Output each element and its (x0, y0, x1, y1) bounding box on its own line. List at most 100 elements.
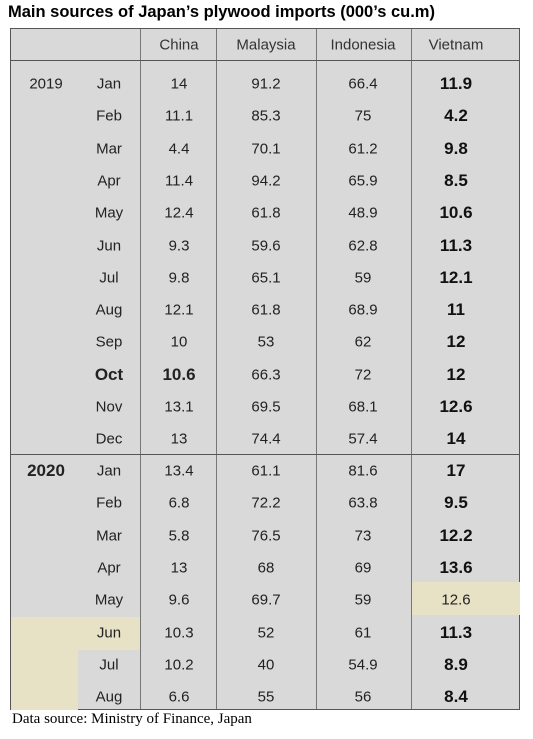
table-cell: 54.9 (348, 656, 378, 674)
table-cell: 9.8 (444, 138, 468, 158)
table-cell: 65.1 (251, 269, 281, 287)
table-cell: 40 (257, 656, 275, 674)
table-cell: 13.1 (164, 398, 194, 416)
month-label: Jun (96, 237, 122, 254)
table-cell: 52 (257, 624, 275, 641)
table-cell: 75 (354, 107, 372, 125)
table-cell: 11.1 (164, 107, 194, 125)
table-cell: 12.6 (439, 397, 473, 416)
table-cell: 68.9 (348, 301, 378, 319)
table-cell: 56 (354, 688, 372, 706)
month-label: Aug (95, 301, 123, 319)
month-label: Aug (95, 688, 123, 706)
table-cell: 8.9 (444, 654, 468, 674)
table-cell: 10 (170, 333, 188, 351)
table-cell: 91.2 (251, 75, 281, 93)
table-cell: 63.8 (348, 494, 378, 512)
table-cell: 14 (170, 75, 188, 93)
table-cell: 94.2 (251, 172, 281, 190)
table-cell: 59 (354, 591, 372, 609)
highlight (78, 617, 140, 650)
table-cell: 8.5 (444, 170, 468, 190)
column-line (216, 29, 217, 709)
table-cell: 10.2 (164, 656, 194, 674)
table-cell: 76.5 (251, 527, 281, 545)
table-cell: 8.4 (444, 687, 468, 707)
table-cell: 69.5 (251, 398, 281, 416)
row-line (11, 454, 519, 455)
table-cell: 13 (170, 430, 188, 448)
table-cell: 69 (354, 559, 372, 577)
table-cell: 9.6 (168, 591, 190, 609)
column-header: Indonesia (330, 36, 396, 54)
row-line (11, 60, 519, 61)
table-cell: 9.3 (168, 237, 190, 254)
table-cell: 72.2 (251, 494, 281, 512)
table-cell: 10.6 (439, 203, 473, 223)
table-cell: 11.3 (439, 235, 473, 255)
month-label: Feb (96, 107, 122, 125)
table-cell: 12.6 (441, 591, 471, 609)
month-label: Feb (96, 494, 122, 512)
table-cell: 12.1 (164, 301, 194, 319)
table-cell: 70.1 (251, 140, 281, 158)
month-label: Jun (96, 624, 122, 641)
month-label: May (94, 204, 124, 222)
table-cell: 5.8 (168, 527, 190, 545)
table-cell: 10.3 (164, 624, 194, 641)
month-label: Jul (99, 269, 119, 287)
table-cell: 66.3 (251, 366, 281, 384)
month-label: May (94, 591, 124, 609)
column-line (316, 29, 317, 709)
table-cell: 57.4 (348, 430, 378, 448)
year-label: 2019 (29, 75, 63, 93)
month-label: Mar (96, 527, 122, 545)
table-cell: 48.9 (348, 204, 378, 222)
table-cell: 4.2 (444, 106, 468, 126)
table-cell: 6.8 (168, 494, 190, 512)
table-cell: 66.4 (348, 75, 378, 93)
table-cell: 73 (354, 527, 372, 545)
month-label: Apr (97, 172, 121, 190)
table-cell: 11.9 (439, 74, 473, 93)
table: China Malaysia Indonesia Vietnam 2019 Jan 14 91… (10, 28, 520, 710)
month-label: Apr (97, 559, 121, 577)
table-cell: 12.4 (164, 204, 194, 222)
month-label: Jan (96, 75, 122, 93)
table-cell: 61.8 (251, 301, 281, 319)
table-cell: 4.4 (168, 140, 190, 158)
month-label: Oct (94, 364, 124, 384)
month-label: Jul (99, 656, 119, 674)
table-cell: 9.5 (444, 493, 468, 513)
column-line (140, 29, 141, 709)
table-cell: 61 (354, 624, 372, 641)
highlight (411, 582, 520, 615)
table-cell: 12 (446, 364, 466, 384)
table-cell: 59.6 (251, 237, 281, 254)
column-header: Vietnam (428, 36, 484, 54)
table-cell: 13 (170, 559, 188, 577)
table-cell: 74.4 (251, 430, 281, 448)
year-label: 2020 (27, 461, 65, 480)
month-label: Dec (95, 430, 123, 448)
month-label: Sep (95, 333, 123, 351)
table-cell: 55 (257, 688, 275, 706)
table-cell: 6.6 (168, 688, 190, 706)
table-cell: 61.1 (251, 462, 281, 480)
table-cell: 81.6 (348, 462, 378, 480)
table-cell: 65.9 (348, 172, 378, 190)
table-cell: 9.8 (168, 269, 190, 287)
table-cell: 59 (354, 269, 372, 287)
month-label: Jan (96, 462, 122, 480)
table-cell: 12.2 (439, 525, 473, 545)
table-cell: 13.4 (164, 462, 194, 480)
month-label: Mar (96, 140, 122, 158)
table-cell: 10.6 (162, 364, 196, 384)
table-cell: 11 (447, 300, 465, 320)
table-cell: 62 (354, 333, 372, 351)
table-cell: 72 (354, 366, 372, 384)
table-cell: 13.6 (439, 557, 473, 577)
table-cell: 68.1 (348, 398, 378, 416)
month-label: Nov (95, 398, 123, 416)
